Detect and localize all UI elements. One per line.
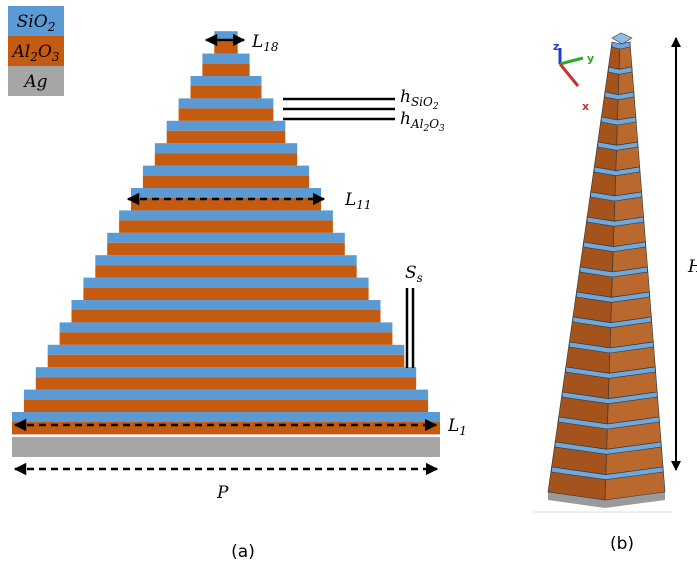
text-run: H	[687, 257, 697, 277]
sio2-layer	[95, 255, 356, 265]
text-run: 18	[263, 40, 279, 54]
text-run: P	[216, 483, 229, 503]
label: L18	[251, 32, 279, 54]
axis-triad	[560, 48, 583, 86]
sio2-layer	[83, 278, 368, 288]
text-run: SiO	[17, 12, 48, 32]
x-axis	[560, 64, 578, 86]
pyramid	[12, 31, 440, 434]
sio2-layer	[24, 390, 428, 400]
text-run: 3	[439, 124, 445, 134]
sio2-layer	[12, 412, 440, 422]
label: hAl2O3	[400, 109, 445, 134]
al2o3-layer	[24, 400, 428, 412]
text-run: s	[417, 271, 423, 285]
label: Ss	[405, 263, 423, 285]
al2o3-layer	[95, 265, 356, 277]
al2o3-layer	[214, 41, 237, 53]
text-run: Ag	[22, 72, 47, 92]
y-axis	[560, 58, 583, 64]
text-run: h	[400, 109, 411, 129]
text-run: O	[38, 42, 52, 62]
sio2-layer	[36, 367, 416, 377]
text-run: Al	[410, 117, 424, 131]
text-run: 2	[47, 20, 56, 34]
text-run: h	[400, 87, 411, 107]
sio2-layer	[48, 345, 405, 355]
al2o3-layer	[107, 243, 345, 255]
axis-label: y	[587, 52, 594, 65]
al2o3-layer	[167, 131, 286, 143]
text-run: S	[405, 263, 417, 283]
al2o3-layer	[191, 86, 262, 98]
tower	[548, 33, 665, 508]
text-run: 11	[356, 198, 371, 212]
al2o3-layer	[179, 108, 274, 120]
figure: SiO2 Al2O3 Ag L18 hSiO2 hAl2O3 L11 Ss L1…	[0, 0, 697, 564]
text-run: L	[447, 416, 459, 436]
text-run: 2	[29, 50, 38, 64]
al2o3-layer	[155, 153, 297, 165]
label: L11	[344, 190, 372, 212]
sio2-layer	[179, 98, 274, 108]
text-run: L	[251, 32, 263, 52]
axis-label: x	[582, 100, 589, 113]
al2o3-layer	[202, 64, 249, 76]
al2o3-layer	[143, 176, 309, 188]
label: H	[687, 257, 697, 277]
sio2-layer	[167, 121, 286, 131]
sio2-layer	[72, 300, 381, 310]
al2o3-layer	[48, 355, 405, 367]
legend-label: Ag	[22, 72, 47, 92]
text-run: SiO	[411, 95, 433, 109]
text-run: 3	[52, 50, 60, 64]
ag-layer	[12, 437, 440, 457]
sio2-layer	[155, 143, 297, 153]
sio2-layer	[60, 322, 393, 332]
al2o3-layer	[72, 310, 381, 322]
sio2-layer	[202, 54, 249, 64]
text-run: L	[344, 190, 356, 210]
text-run: 2	[432, 102, 439, 112]
label: P	[216, 483, 229, 503]
sio2-layer	[143, 166, 309, 176]
sio2-layer	[131, 188, 321, 198]
text-run: Al	[11, 42, 31, 62]
caption: (b)	[610, 534, 634, 554]
al2o3-layer	[119, 220, 333, 232]
al2o3-layer	[60, 332, 393, 344]
sio2-layer	[119, 210, 333, 220]
text-run: 1	[459, 424, 467, 438]
al2o3-layer	[83, 288, 368, 300]
caption: (a)	[231, 542, 255, 562]
axis-label: z	[553, 40, 559, 53]
al2o3-layer	[36, 377, 416, 389]
label: L1	[447, 416, 467, 438]
sio2-layer	[107, 233, 345, 243]
text-run: O	[429, 117, 439, 131]
sio2-layer	[191, 76, 262, 86]
